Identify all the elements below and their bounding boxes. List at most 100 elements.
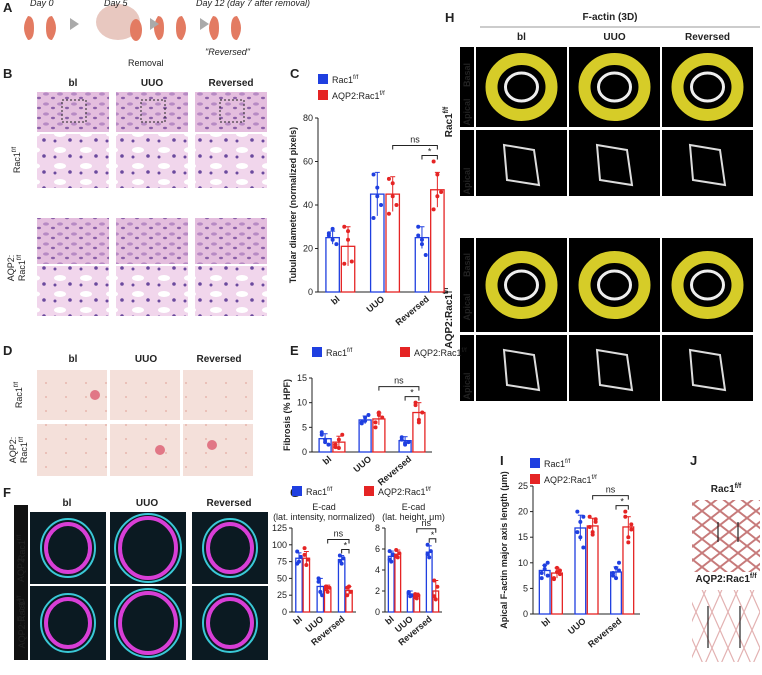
lattice bbox=[692, 500, 760, 572]
data-point bbox=[326, 442, 331, 447]
y-tick-label: 5 bbox=[523, 583, 528, 593]
legend-swatch bbox=[292, 486, 302, 496]
stain-label: Apical bbox=[462, 98, 472, 125]
label-text: Rac1 bbox=[12, 152, 22, 173]
label: Day 5 bbox=[104, 0, 129, 8]
row-label: Rac1f/f bbox=[13, 382, 24, 409]
y-tick-label: 2 bbox=[375, 586, 380, 596]
data-point bbox=[319, 430, 324, 435]
y-tick-label: 10 bbox=[518, 558, 528, 568]
legend-swatch bbox=[530, 458, 540, 468]
annotation: ns bbox=[410, 135, 420, 145]
data-point bbox=[342, 261, 347, 266]
data-point bbox=[295, 549, 300, 554]
data-point bbox=[397, 551, 402, 556]
data-point bbox=[386, 211, 391, 216]
legend-label: AQP2:Rac1f/f bbox=[414, 347, 467, 358]
y-tick-label: 0 bbox=[308, 287, 313, 297]
data-point bbox=[376, 413, 381, 417]
actin-basal bbox=[485, 53, 558, 121]
label-text: Rac1 bbox=[19, 442, 29, 463]
data-point bbox=[298, 554, 303, 559]
column-label: Reversed bbox=[208, 78, 253, 89]
label-text: Rac1 bbox=[711, 484, 735, 495]
panel-label: F bbox=[3, 485, 11, 500]
chart-title: (lat. height, μm) bbox=[382, 512, 445, 522]
stain-label: AQP2 bbox=[16, 558, 26, 582]
legend-text: AQP2:Rac1 bbox=[414, 348, 462, 358]
column-label: Reversed bbox=[206, 498, 251, 509]
label-bar bbox=[460, 335, 474, 401]
annotation: ns bbox=[422, 518, 432, 528]
legend-label: AQP2:Rac1f/f bbox=[544, 474, 597, 485]
image bbox=[116, 134, 188, 188]
data-point bbox=[545, 573, 550, 578]
data-point bbox=[578, 535, 583, 540]
label: Day 0 bbox=[30, 0, 54, 8]
data-point bbox=[386, 176, 391, 181]
data-point bbox=[425, 542, 430, 547]
panel-label: H bbox=[445, 10, 454, 25]
image bbox=[116, 266, 188, 316]
data-point bbox=[611, 571, 616, 576]
bar bbox=[425, 551, 433, 613]
fibrosis-spot bbox=[90, 390, 100, 400]
column-label: Reversed bbox=[196, 354, 241, 365]
legend-text: Rac1 bbox=[544, 459, 565, 469]
y-tick-label: 50 bbox=[277, 573, 287, 583]
bracket bbox=[404, 396, 420, 401]
data-point bbox=[435, 584, 440, 589]
y-tick-label: 10 bbox=[297, 398, 307, 408]
image-panels: Rac1f/f bbox=[14, 4, 760, 662]
x-tick-label: bl bbox=[540, 616, 553, 629]
image bbox=[37, 92, 109, 132]
legend-swatch bbox=[318, 74, 328, 84]
actin-apical bbox=[597, 71, 632, 103]
legend-text: AQP2:Rac1 bbox=[544, 475, 592, 485]
data-point bbox=[359, 421, 364, 426]
stain-label: Apical bbox=[462, 167, 472, 194]
y-tick-label: 6 bbox=[375, 544, 380, 554]
y-tick-label: 20 bbox=[518, 507, 528, 517]
label-sup: f/f bbox=[16, 595, 23, 600]
kidney bbox=[46, 16, 56, 40]
data-point bbox=[373, 425, 378, 430]
data-point bbox=[349, 259, 354, 264]
data-point bbox=[333, 442, 338, 447]
label: "Reversed" bbox=[205, 47, 251, 57]
data-point bbox=[581, 545, 586, 550]
image bbox=[37, 134, 109, 188]
legend-text: AQP2:Rac1 bbox=[332, 91, 380, 101]
inset-box bbox=[61, 99, 87, 123]
annotation: * bbox=[620, 497, 624, 507]
data-point bbox=[428, 549, 433, 554]
data-point bbox=[323, 587, 328, 592]
legend-sup: f/f bbox=[462, 347, 467, 354]
data-point bbox=[614, 565, 619, 570]
data-point bbox=[432, 594, 437, 599]
data-point bbox=[345, 585, 350, 590]
label-sup: f/f bbox=[18, 437, 25, 442]
stain-label: Basal bbox=[462, 253, 472, 277]
y-tick-label: 25 bbox=[518, 481, 528, 491]
x-tick-label: Reversed bbox=[393, 294, 430, 328]
tubule bbox=[44, 597, 92, 649]
actin-apical bbox=[502, 143, 541, 187]
column-label: bl bbox=[517, 32, 526, 43]
data-point bbox=[334, 242, 339, 247]
x-tick-label: bl bbox=[291, 614, 304, 627]
data-point bbox=[304, 562, 309, 567]
bar bbox=[586, 525, 599, 615]
data-point bbox=[551, 577, 556, 582]
data-point bbox=[587, 524, 592, 529]
column-label: Reversed bbox=[685, 32, 730, 43]
fibrosis-spot bbox=[155, 445, 165, 455]
data-point bbox=[542, 566, 547, 571]
y-tick-label: 20 bbox=[303, 244, 313, 254]
y-tick-label: 15 bbox=[297, 373, 307, 383]
row-label: AQP2:Rac1f/f bbox=[16, 595, 27, 648]
image bbox=[569, 130, 660, 196]
stain-bar bbox=[14, 505, 28, 660]
label: AQP2:Rac1f/f bbox=[695, 573, 757, 585]
label-sup: f/f bbox=[443, 106, 450, 113]
